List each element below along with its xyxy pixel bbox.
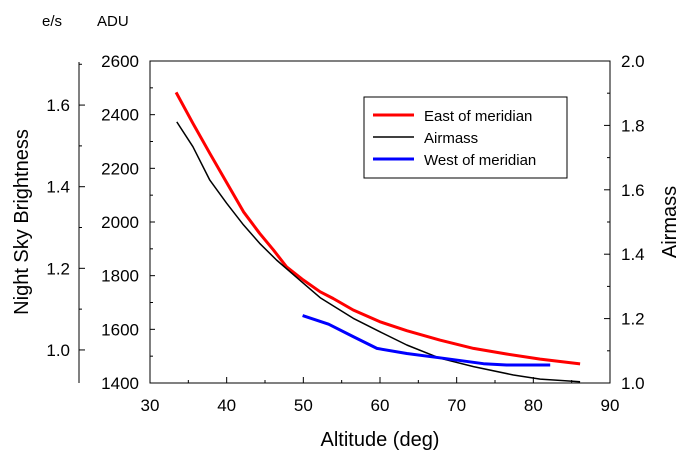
x-tick-label: 70 [447,396,466,415]
y-tick-label-adu: 1400 [101,374,139,393]
legend-label-airmass: Airmass [424,130,478,147]
y-tick-label-es: 1.6 [46,96,70,115]
series-line-east-of-meridian [174,91,581,366]
y-axis-right-label: Airmass [659,186,681,258]
y-tick-label-right: 1.4 [621,245,645,264]
x-tick-label: 90 [601,396,620,415]
legend: East of meridian Airmass West of meridia… [363,96,568,179]
y-tick-label-adu: 1800 [101,267,139,286]
y-tick-label-adu: 1600 [101,320,139,339]
y-tick-label-es: 1.0 [46,341,70,360]
y-tick-label-adu: 2400 [101,106,139,125]
series-line-west-of-meridian [302,314,551,367]
adu-unit-label: ADU [97,13,129,30]
y-tick-label-right: 1.2 [621,310,645,329]
x-tick-label: 60 [371,396,390,415]
x-axis-label: Altitude (deg) [321,429,440,451]
series-line-airmass [176,121,581,383]
x-tick-label: 80 [524,396,543,415]
legend-label-east: East of meridian [424,108,532,125]
legend-label-west: West of meridian [424,152,536,169]
y-tick-label-right: 1.6 [621,181,645,200]
x-tick-label: 30 [141,396,160,415]
y-axis-label: Night Sky Brightness [11,129,33,315]
x-tick-label: 40 [217,396,236,415]
y-tick-label-adu: 2200 [101,159,139,178]
y-tick-label-adu: 2600 [101,52,139,71]
y-tick-label-es: 1.4 [46,178,70,197]
x-tick-label: 50 [294,396,313,415]
y-tick-label-right: 1.8 [621,116,645,135]
y-tick-label-right: 2.0 [621,52,645,71]
y-tick-label-es: 1.2 [46,259,70,278]
y-tick-label-right: 1.0 [621,374,645,393]
es-unit-label: e/s [42,13,62,30]
y-tick-label-adu: 2000 [101,213,139,232]
